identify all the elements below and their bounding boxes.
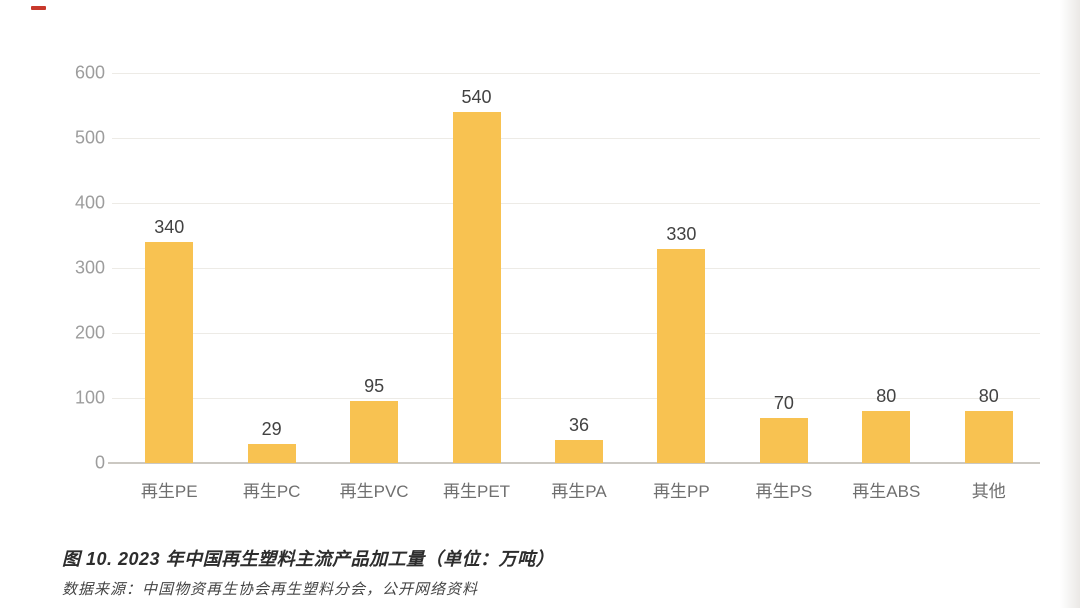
bar bbox=[247, 444, 296, 463]
y-axis-tick-label: 0 bbox=[94, 452, 105, 473]
y-axis-tick-label: 100 bbox=[74, 387, 105, 408]
gridline bbox=[112, 73, 1040, 74]
gridline bbox=[112, 138, 1040, 139]
bar-column: 29 再生PC bbox=[220, 73, 322, 501]
figure-caption: 图 10. 2023 年中国再生塑料主流产品加工量（单位：万吨） 数据来源：中国… bbox=[62, 545, 554, 599]
bar-value-label: 70 bbox=[773, 392, 794, 413]
bar bbox=[145, 242, 194, 463]
bar-column: 80 再生ABS bbox=[835, 73, 937, 501]
y-axis-tick-label: 200 bbox=[74, 322, 105, 343]
caption-source: 数据来源：中国物资再生协会再生塑料分会，公开网络资料 bbox=[62, 582, 479, 598]
x-axis-category-label: 再生PS bbox=[755, 482, 813, 501]
bar-value-label: 540 bbox=[461, 87, 492, 107]
bar-value-label: 80 bbox=[876, 386, 897, 406]
bar-chart-plot-area: 0 100 200 300 400 500 600 340 再生PE 29 再生PC 95 再生PVC 5… bbox=[75, 63, 1040, 502]
x-axis-category-label: 再生PVC bbox=[339, 482, 409, 501]
bar-column: 36 再生PA bbox=[528, 73, 630, 501]
bar-column: 340 再生PE bbox=[118, 73, 220, 501]
bar bbox=[452, 112, 501, 463]
x-axis-category-label: 再生PC bbox=[242, 482, 301, 501]
bar-value-label: 95 bbox=[364, 376, 385, 397]
bar-value-label: 36 bbox=[568, 414, 589, 435]
bar-value-label: 80 bbox=[978, 386, 999, 406]
x-axis-category-label: 再生PP bbox=[653, 482, 710, 501]
bar-column: 80 其他 bbox=[938, 73, 1040, 501]
bar bbox=[554, 439, 603, 463]
bar bbox=[759, 417, 808, 463]
bar bbox=[657, 248, 706, 463]
gridline bbox=[112, 333, 1040, 334]
x-axis-category-label: 再生ABS bbox=[852, 482, 921, 501]
gridline bbox=[112, 398, 1040, 399]
y-axis-tick-label: 500 bbox=[74, 127, 105, 148]
bar bbox=[350, 401, 399, 463]
bar-column: 330 再生PP bbox=[630, 73, 732, 502]
x-axis-category-label: 再生PE bbox=[140, 482, 198, 501]
bar-column: 95 再生PVC bbox=[323, 73, 425, 501]
bar-columns: 340 再生PE 29 再生PC 95 再生PVC 540 再生PET 36 再生PA 330 再生P… bbox=[118, 73, 1040, 502]
gridline bbox=[112, 203, 1040, 204]
x-axis-category-label: 其他 bbox=[971, 482, 1006, 501]
x-axis-baseline bbox=[108, 462, 1040, 464]
x-axis-category-label: 再生PET bbox=[443, 482, 511, 501]
bar-value-label: 340 bbox=[154, 217, 185, 237]
y-axis-tick-label: 400 bbox=[74, 192, 105, 213]
bar-value-label: 330 bbox=[666, 223, 697, 244]
bar-value-label: 29 bbox=[261, 419, 282, 440]
gridline bbox=[112, 268, 1040, 269]
bar bbox=[964, 411, 1013, 463]
bar bbox=[862, 411, 911, 463]
bar-column: 70 再生PS bbox=[733, 73, 835, 502]
bar-column: 540 再生PET bbox=[425, 73, 527, 501]
red-annotation-mark bbox=[31, 6, 46, 10]
y-axis-tick-label: 300 bbox=[74, 257, 105, 278]
x-axis-category-label: 再生PA bbox=[551, 482, 607, 501]
caption-title: 图 10. 2023 年中国再生塑料主流产品加工量（单位：万吨） bbox=[62, 549, 555, 569]
y-axis-tick-label: 600 bbox=[74, 62, 105, 83]
